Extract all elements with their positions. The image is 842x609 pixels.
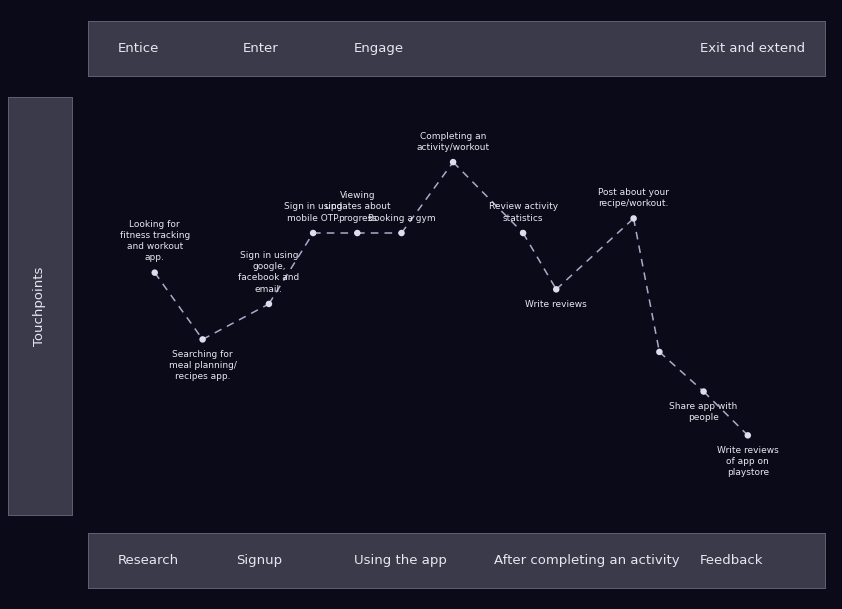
Point xyxy=(653,347,666,357)
Text: Searching for
meal planning/
recipes app.: Searching for meal planning/ recipes app… xyxy=(168,350,237,381)
Point xyxy=(196,334,210,344)
Text: Engage: Engage xyxy=(354,42,404,55)
Point xyxy=(550,284,563,294)
Text: Enter: Enter xyxy=(243,42,279,55)
Text: After completing an activity: After completing an activity xyxy=(493,554,679,567)
Text: Viewing
updates about
progress: Viewing updates about progress xyxy=(324,191,390,222)
Point xyxy=(626,214,641,224)
Point xyxy=(446,157,460,167)
Text: Entice: Entice xyxy=(118,42,159,55)
Text: Signup: Signup xyxy=(236,554,282,567)
Text: Write reviews
of app on
playstore: Write reviews of app on playstore xyxy=(717,446,779,477)
Point xyxy=(148,268,162,278)
Text: Exit and extend: Exit and extend xyxy=(700,42,805,55)
Text: Touchpoints: Touchpoints xyxy=(34,266,46,346)
Point xyxy=(697,387,711,396)
Text: Booking a gym: Booking a gym xyxy=(368,214,435,222)
Text: Review activity
statistics: Review activity statistics xyxy=(488,202,557,222)
Text: Sign in using
google,
facebook and
email.: Sign in using google, facebook and email… xyxy=(238,251,300,294)
Point xyxy=(350,228,364,238)
Text: Looking for
fitness tracking
and workout
app.: Looking for fitness tracking and workout… xyxy=(120,220,189,262)
Text: Write reviews: Write reviews xyxy=(525,300,587,309)
Text: Sign in using
mobile OTP.: Sign in using mobile OTP. xyxy=(284,202,343,222)
Point xyxy=(516,228,530,238)
Text: Using the app: Using the app xyxy=(354,554,446,567)
Text: Share app with
people: Share app with people xyxy=(669,402,738,422)
Text: Research: Research xyxy=(118,554,179,567)
Point xyxy=(395,228,408,238)
Point xyxy=(262,299,275,309)
Text: Post about your
recipe/workout.: Post about your recipe/workout. xyxy=(598,188,669,208)
Text: Feedback: Feedback xyxy=(700,554,764,567)
Text: Completing an
activity/workout: Completing an activity/workout xyxy=(417,132,490,152)
Point xyxy=(306,228,320,238)
Point xyxy=(741,431,754,440)
